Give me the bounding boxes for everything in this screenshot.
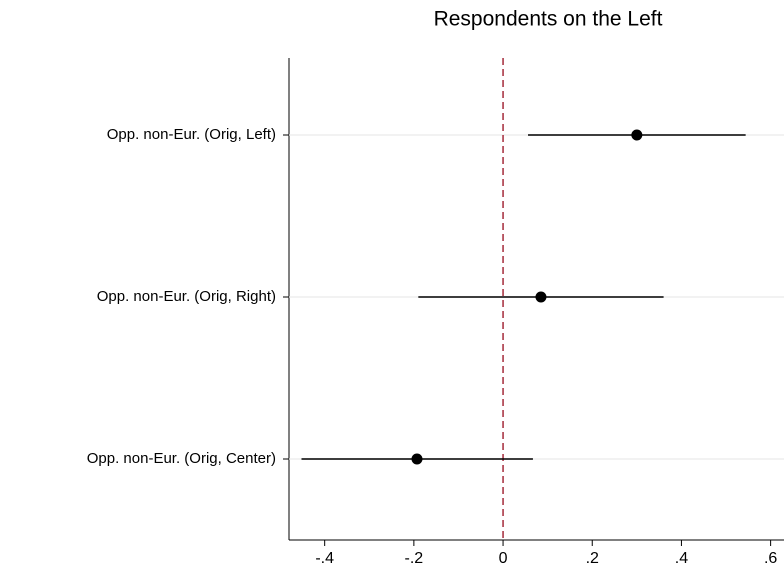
x-tick-label: -.4 xyxy=(315,550,334,567)
y-tick-label: Opp. non-Eur. (Orig, Center) xyxy=(87,450,276,467)
x-tick-label: .2 xyxy=(586,550,599,567)
point xyxy=(535,291,547,303)
x-tick-label: -.2 xyxy=(405,550,424,567)
x-tick-label: 0 xyxy=(499,550,508,567)
chart-title: Respondents on the Left xyxy=(434,8,663,31)
y-tick-label: Opp. non-Eur. (Orig, Right) xyxy=(97,288,276,305)
x-tick-label: .6 xyxy=(764,550,777,567)
point xyxy=(411,453,423,465)
y-tick-label: Opp. non-Eur. (Orig, Left) xyxy=(107,126,276,143)
x-tick-label: .4 xyxy=(675,550,688,567)
point xyxy=(631,129,643,141)
